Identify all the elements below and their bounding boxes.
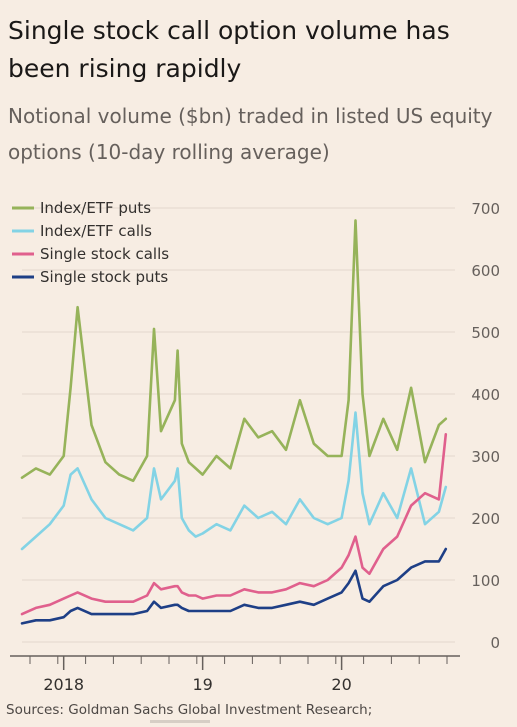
source-note: Sources: Goldman Sachs Global Investment… [6, 702, 373, 718]
series-line-index-etf-puts [20, 219, 448, 483]
legend-label: Single stock puts [40, 268, 168, 286]
x-tick-label: 2018 [43, 675, 84, 694]
legend-label: Index/ETF puts [40, 199, 151, 217]
y-tick-label: 300 [471, 448, 500, 466]
x-tick-label: 19 [192, 675, 212, 694]
y-tick-label: 400 [471, 386, 500, 404]
y-tick-label: 500 [471, 324, 500, 342]
cropped-text-fragment [150, 720, 210, 723]
series-line-single-stock-puts [20, 547, 448, 625]
line-chart: 0 100 200 300 400 500 600 700 2018 19 20 Index/ETF … [10, 199, 500, 694]
series-line-index-etf-calls [20, 411, 448, 551]
y-tick-label: 0 [490, 634, 500, 652]
y-tick-label: 600 [471, 262, 500, 280]
series-line-single-stock-calls [20, 433, 448, 616]
legend-label: Single stock calls [40, 245, 169, 263]
chart-subtitle: Notional volume ($bn) traded in listed U… [8, 104, 493, 164]
y-tick-label: 700 [471, 200, 500, 218]
x-tick-label: 20 [331, 675, 351, 694]
chart-title: Single stock call option volume has been… [8, 16, 450, 83]
legend-label: Index/ETF calls [40, 222, 152, 240]
y-tick-label: 200 [471, 510, 500, 528]
y-tick-label: 100 [471, 572, 500, 590]
